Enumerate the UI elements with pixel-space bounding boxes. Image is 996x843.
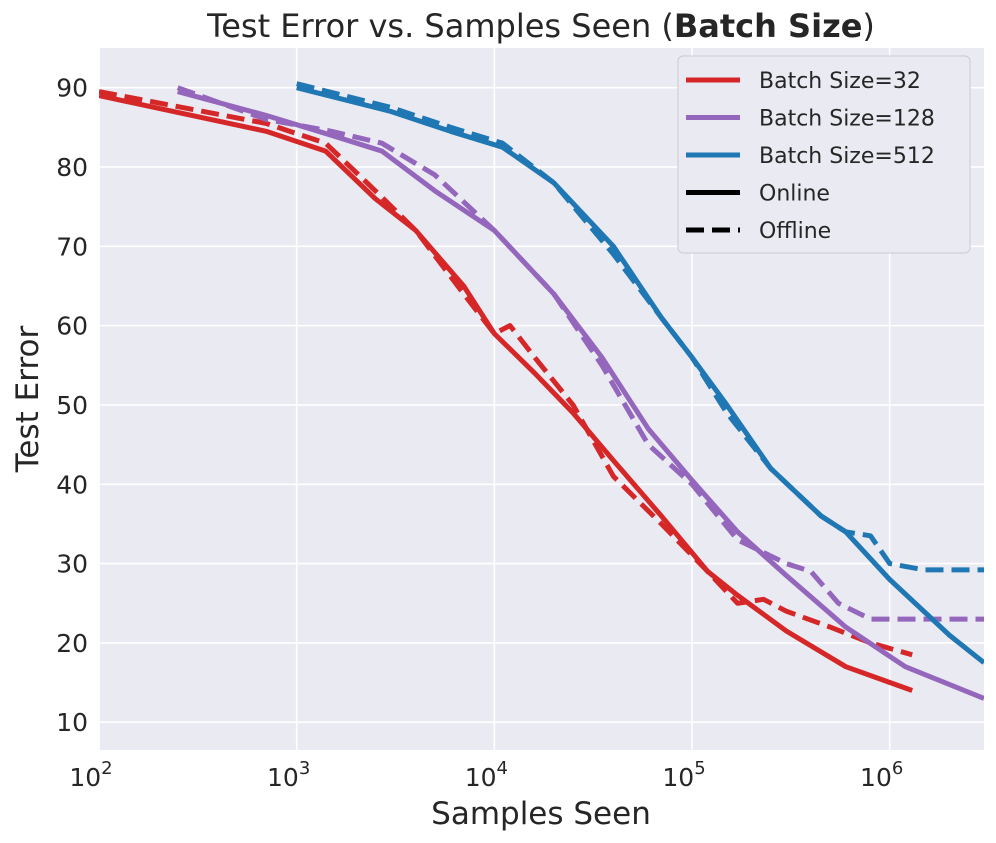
series-line-online-0 xyxy=(99,93,914,693)
y-tick-label: 70 xyxy=(56,232,88,261)
series-line-offline-3 xyxy=(176,85,984,622)
x-tick-label: 104 xyxy=(465,758,508,792)
x-tick-label: 103 xyxy=(267,758,310,792)
legend-label: Batch Size=128 xyxy=(759,107,935,132)
y-tick-label: 40 xyxy=(56,470,88,499)
series-line-offline-1 xyxy=(99,89,913,658)
grid xyxy=(98,48,984,750)
y-tick-labels: 10 20 30 40 50 60 70 80 90 xyxy=(56,74,88,738)
series-lines xyxy=(99,81,984,701)
y-tick-label: 50 xyxy=(56,391,88,420)
legend-label: Batch Size=512 xyxy=(759,144,935,169)
chart-title: Test Error vs. Samples Seen (Batch Size) xyxy=(206,7,875,45)
x-tick-label: 105 xyxy=(662,758,705,792)
x-tick-labels: 102 103 104 105 106 xyxy=(69,758,903,792)
legend-label: Offline xyxy=(759,219,831,244)
x-tick-label: 106 xyxy=(860,758,903,792)
legend: Batch Size=32 Batch Size=128 Batch Size=51… xyxy=(677,55,971,254)
series-line-online-2 xyxy=(177,89,984,701)
legend-box xyxy=(677,55,971,254)
x-axis-label: Samples Seen xyxy=(431,796,651,832)
y-tick-label: 90 xyxy=(56,74,88,103)
series-line-offline-5 xyxy=(296,81,984,573)
y-tick-label: 10 xyxy=(56,708,88,737)
y-tick-label: 20 xyxy=(56,629,88,658)
y-tick-label: 80 xyxy=(56,153,88,182)
y-axis-label: Test Error xyxy=(10,326,46,474)
legend-label: Batch Size=32 xyxy=(759,69,921,94)
x-tick-label: 102 xyxy=(69,758,112,792)
y-tick-label: 60 xyxy=(56,312,88,341)
y-tick-label: 30 xyxy=(56,550,88,579)
legend-label: Online xyxy=(759,182,830,207)
